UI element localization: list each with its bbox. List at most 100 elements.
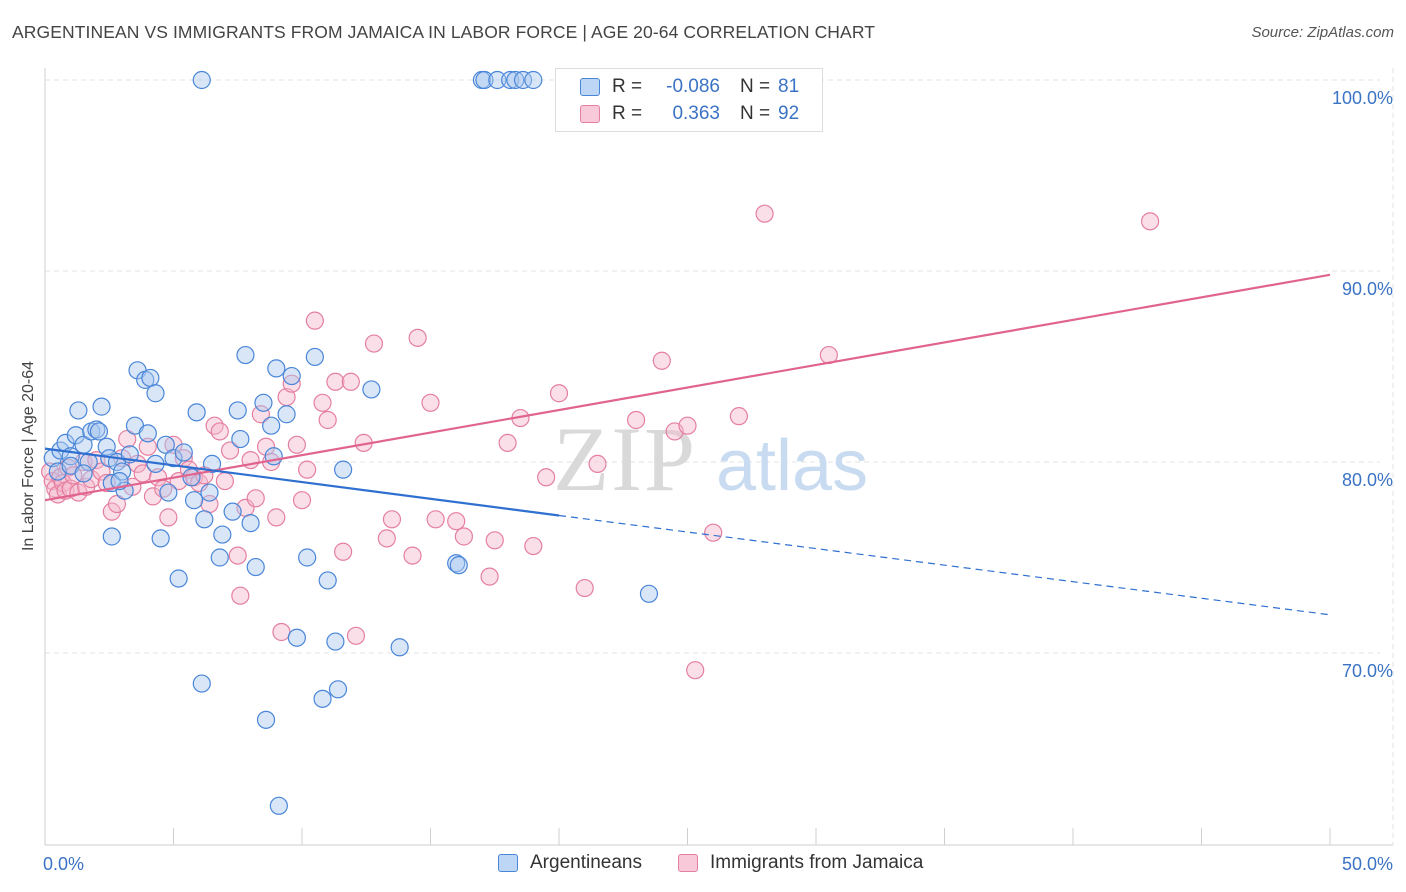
data-point-jamaica [287,435,306,454]
legend-r-value: -0.086 [666,76,720,97]
data-point-jamaica [454,527,474,546]
data-point-argentineans [159,483,178,502]
data-point-argentineans [241,514,260,533]
data-point-argentineans [156,435,175,454]
data-point-jamaica [272,622,291,642]
legend-r-value: 0.363 [672,103,720,124]
data-point-jamaica [292,491,312,510]
data-point-jamaica [364,334,384,353]
legend-item-argentineans[interactable]: Argentineans [498,852,642,874]
data-point-argentineans [506,70,525,90]
data-point-argentineans [298,548,317,567]
data-point-argentineans [192,70,211,90]
data-point-argentineans [475,70,494,90]
data-point-jamaica [678,416,697,435]
data-point-jamaica [231,586,250,605]
legend-swatch-pink [678,854,698,872]
y-axis-title: In Labor Force | Age 20-64 [20,360,37,552]
data-point-jamaica [318,410,337,430]
data-point-argentineans [639,584,659,603]
x-tick-label: 50.0% [1342,854,1393,874]
watermark-zip: ZIP [553,408,697,510]
x-tick-label: 0.0% [43,854,84,874]
legend-r-label: R = [612,103,643,124]
legend-swatch-pink [580,105,600,123]
data-point-jamaica [313,393,332,412]
data-point-jamaica [447,512,466,531]
data-point-argentineans [277,405,296,424]
trend-lines [44,273,1331,616]
data-point-jamaica [251,405,270,424]
trend-line-argentineans [44,447,560,517]
data-point-jamaica [305,311,324,330]
data-point-argentineans [89,422,109,441]
data-point-argentineans [318,571,337,590]
data-point-jamaica [377,529,396,548]
data-point-jamaica [341,372,360,391]
data-point-argentineans [524,70,543,90]
data-point-jamaica [704,523,723,542]
data-point-jamaica [92,462,111,481]
data-point-argentineans [488,70,507,90]
data-point-argentineans [231,429,250,449]
data-point-argentineans [92,397,111,416]
data-point-argentineans [69,401,88,420]
data-point-argentineans [87,420,106,439]
data-point-argentineans [287,628,306,647]
data-point-jamaica [575,578,594,598]
data-point-argentineans [262,416,281,435]
data-point-argentineans [513,70,533,90]
data-point-jamaica [480,567,499,586]
data-point-argentineans [328,680,348,699]
legend-n-value: 81 [778,76,800,97]
data-point-argentineans [223,502,242,521]
data-point-jamaica [138,437,157,456]
legend-row-argentineans: R = -0.086 N = 81 [580,75,799,99]
data-point-argentineans [228,401,247,420]
data-point-jamaica [498,433,517,452]
data-point-argentineans [146,384,165,403]
legend-label-jamaica: Immigrants from Jamaica [710,852,924,873]
data-point-jamaica [408,328,427,347]
data-point-jamaica [382,510,402,529]
data-point-argentineans [390,638,409,657]
data-point-argentineans [202,454,222,474]
data-point-jamaica [164,435,183,454]
data-point-argentineans [192,674,211,693]
source-label: Source: ZipAtlas.com [1251,24,1394,41]
data-point-jamaica [588,454,607,474]
watermark: ZIP atlas [553,408,868,510]
data-point-jamaica [346,626,366,645]
data-point-jamaica [159,508,178,527]
data-point-argentineans [246,557,265,577]
data-point-jamaica [755,204,774,223]
data-point-argentineans [256,710,276,729]
data-point-jamaica [426,510,445,529]
data-point-jamaica [686,661,705,680]
data-point-argentineans [326,632,345,651]
data-point-jamaica [118,429,137,449]
data-point-argentineans [213,525,232,544]
data-point-jamaica [537,468,556,487]
axes [44,68,1393,846]
data-point-argentineans [334,460,353,479]
y-tick-label: 70.0% [1342,661,1393,681]
data-point-argentineans [182,468,201,487]
data-point-argentineans [74,464,93,483]
legend-item-jamaica[interactable]: Immigrants from Jamaica [678,852,923,874]
data-point-argentineans [102,527,121,546]
data-point-argentineans [66,426,85,445]
trend-line-jamaica [44,273,1331,502]
legend-n-label: N = [740,103,771,124]
data-point-argentineans [151,529,170,548]
data-point-argentineans [305,347,324,367]
y-tick-label: 100.0% [1332,88,1393,108]
data-point-jamaica [215,472,234,491]
data-point-jamaica [1140,212,1160,231]
data-point-jamaica [485,531,504,550]
data-point-argentineans [282,366,301,386]
tick-labels: 100.0% 90.0% 80.0% 70.0% 0.0% 50.0% [43,88,1393,874]
data-point-argentineans [97,437,116,456]
data-point-jamaica [220,441,240,460]
